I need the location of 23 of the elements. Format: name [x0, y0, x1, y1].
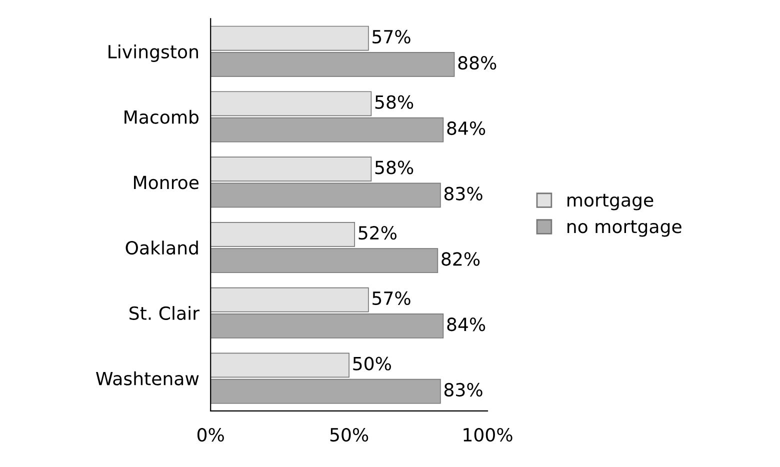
- y-tick-label: Livingston: [108, 44, 198, 62]
- data-label: 88%: [458, 56, 496, 70]
- x-tick-label: 0%: [197, 428, 224, 442]
- y-tick-label: Monroe: [134, 176, 199, 190]
- y-tick-label: Oakland: [126, 240, 198, 255]
- x-tick-label: 100%: [464, 428, 512, 442]
- data-label: 58%: [375, 160, 414, 174]
- data-label: 57%: [372, 291, 410, 306]
- data-label: 82%: [442, 252, 480, 266]
- data-label: 84%: [447, 121, 486, 136]
- legend-label: no mortgage: [568, 220, 682, 237]
- data-label: 83%: [444, 186, 482, 200]
- data-label: 57%: [372, 30, 410, 44]
- data-label: 58%: [375, 95, 414, 109]
- x-tick-label: 50%: [330, 428, 368, 442]
- y-tick-label: Washtenaw: [96, 371, 199, 386]
- data-label: 83%: [444, 382, 482, 397]
- data-label: 50%: [353, 356, 391, 370]
- legend-label: mortgage: [568, 194, 654, 210]
- data-label: 52%: [358, 226, 396, 240]
- y-tick-label: Macomb: [124, 110, 198, 124]
- data-label: 84%: [447, 318, 486, 332]
- y-tick-label: St. Clair: [130, 306, 200, 320]
